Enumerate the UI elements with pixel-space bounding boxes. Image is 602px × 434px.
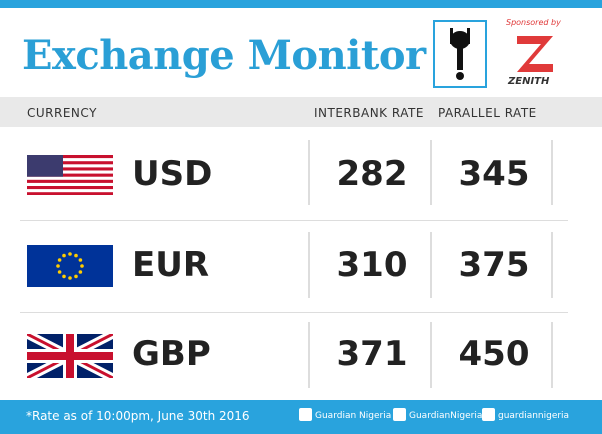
sponsor-label: Sponsored by [506,18,561,27]
instagram-icon [482,408,495,421]
zenith-logo [517,36,553,72]
parallel-rate: 450 [458,334,530,374]
column-divider [430,232,432,298]
column-divider [308,232,310,298]
column-divider [430,140,432,205]
interbank-rate: 282 [336,154,408,194]
header-band [0,97,602,127]
column-header: CURRENCY [27,106,97,120]
row-divider [20,312,568,313]
parallel-rate: 375 [458,245,530,285]
twitter-handle: GuardianNigeria [409,411,483,421]
column-divider [551,232,553,298]
facebook-icon [299,408,312,421]
interbank-rate: 371 [336,334,408,374]
row-divider [20,220,568,221]
column-divider [430,322,432,388]
column-divider [551,322,553,388]
footnote: *Rate as of 10:00pm, June 30th 2016 [26,409,250,423]
column-divider [308,322,310,388]
currency-code: GBP [132,334,211,374]
title: Exchange Monitor [22,32,426,79]
column-header: INTERBANK RATE [314,106,424,120]
interbank-rate: 310 [336,245,408,285]
currency-code: USD [132,154,213,194]
facebook-handle: Guardian Nigeria [315,411,392,421]
top-bar [0,0,602,8]
twitter-icon [393,408,406,421]
instagram-handle: guardiannigeria [498,411,570,421]
currency-code: EUR [132,245,210,285]
column-divider [551,140,553,205]
logo-mark [450,28,470,80]
column-divider [308,140,310,205]
flag-eur [27,245,113,287]
flag-usd [27,155,113,195]
column-header: PARALLEL RATE [438,106,537,120]
guardian-logo [433,20,487,88]
flag-gbp [27,334,113,378]
parallel-rate: 345 [458,154,530,194]
sponsor-name: ZENITH [508,76,550,87]
